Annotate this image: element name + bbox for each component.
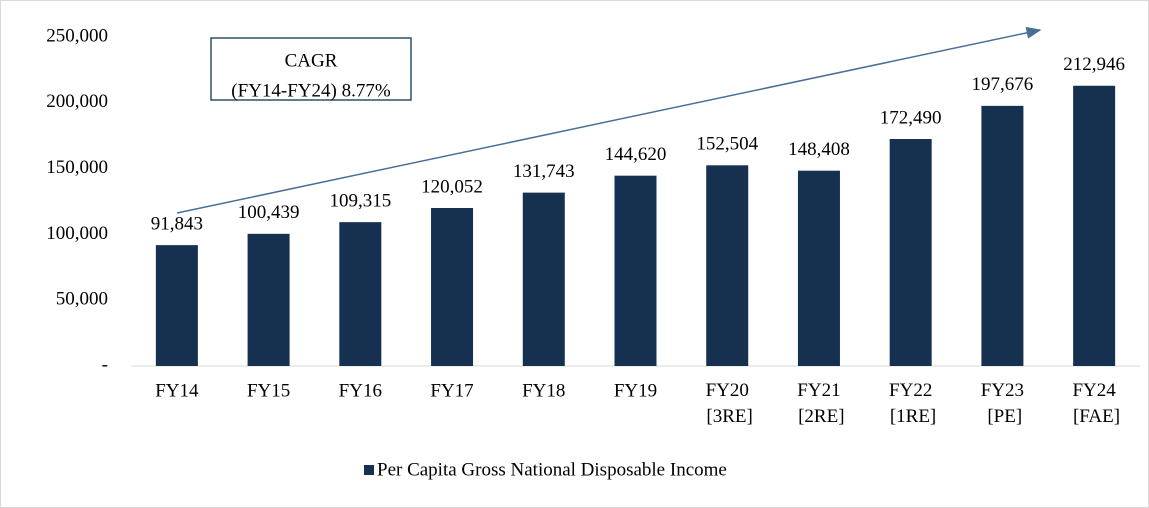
bar (614, 175, 657, 366)
trend-arrow (176, 26, 1042, 214)
y-tick-label: 50,000 (56, 289, 108, 310)
legend-label: Per Capita Gross National Disposable Inc… (377, 459, 727, 480)
y-tick-label: - (102, 354, 108, 375)
x-tick-label: FY21 [2RE] (793, 380, 844, 427)
bar (1073, 85, 1116, 366)
data-label: 197,676 (972, 74, 1034, 95)
x-tick-label: FY16 (339, 380, 382, 401)
y-tick-label: 100,000 (46, 223, 108, 244)
x-tick-label: FY22 [1RE] (885, 380, 936, 427)
data-label: 172,490 (880, 107, 942, 128)
x-tick-label: FY14 (155, 380, 199, 401)
data-label: 148,408 (788, 139, 850, 160)
bar (247, 233, 290, 366)
x-tick-label: FY15 (247, 380, 290, 401)
x-tick-label: FY17 (430, 380, 473, 401)
bar (522, 192, 565, 366)
annotation-title: CAGR (285, 50, 338, 71)
data-label: 152,504 (696, 134, 758, 155)
y-tick-label: 150,000 (46, 157, 108, 178)
bar (981, 105, 1024, 366)
x-tick-label: FY19 (614, 380, 657, 401)
bar (889, 139, 932, 366)
x-tick-label: FY20 [3RE] (702, 380, 753, 427)
x-tick-label: FY18 (522, 380, 565, 401)
bar (431, 208, 474, 366)
data-label: 212,946 (1063, 54, 1125, 75)
y-tick-label: 200,000 (46, 91, 108, 112)
annotation-text: (FY14-FY24) 8.77% (231, 80, 391, 101)
data-label: 131,743 (513, 161, 575, 182)
data-label: 144,620 (605, 144, 667, 165)
data-label: 109,315 (329, 191, 391, 212)
data-label: 91,843 (151, 213, 203, 234)
data-label: 120,052 (421, 176, 483, 197)
data-label: 100,439 (238, 202, 300, 223)
bar (706, 165, 749, 366)
annotation-box (210, 37, 412, 101)
y-tick-label: 250,000 (46, 25, 108, 46)
x-tick-label: FY23 [PE] (981, 380, 1024, 427)
legend-swatch (364, 465, 374, 475)
bar (797, 170, 840, 366)
bar (339, 222, 382, 366)
x-tick-label: FY24 [FAE] (1068, 380, 1120, 427)
bar (155, 245, 198, 366)
